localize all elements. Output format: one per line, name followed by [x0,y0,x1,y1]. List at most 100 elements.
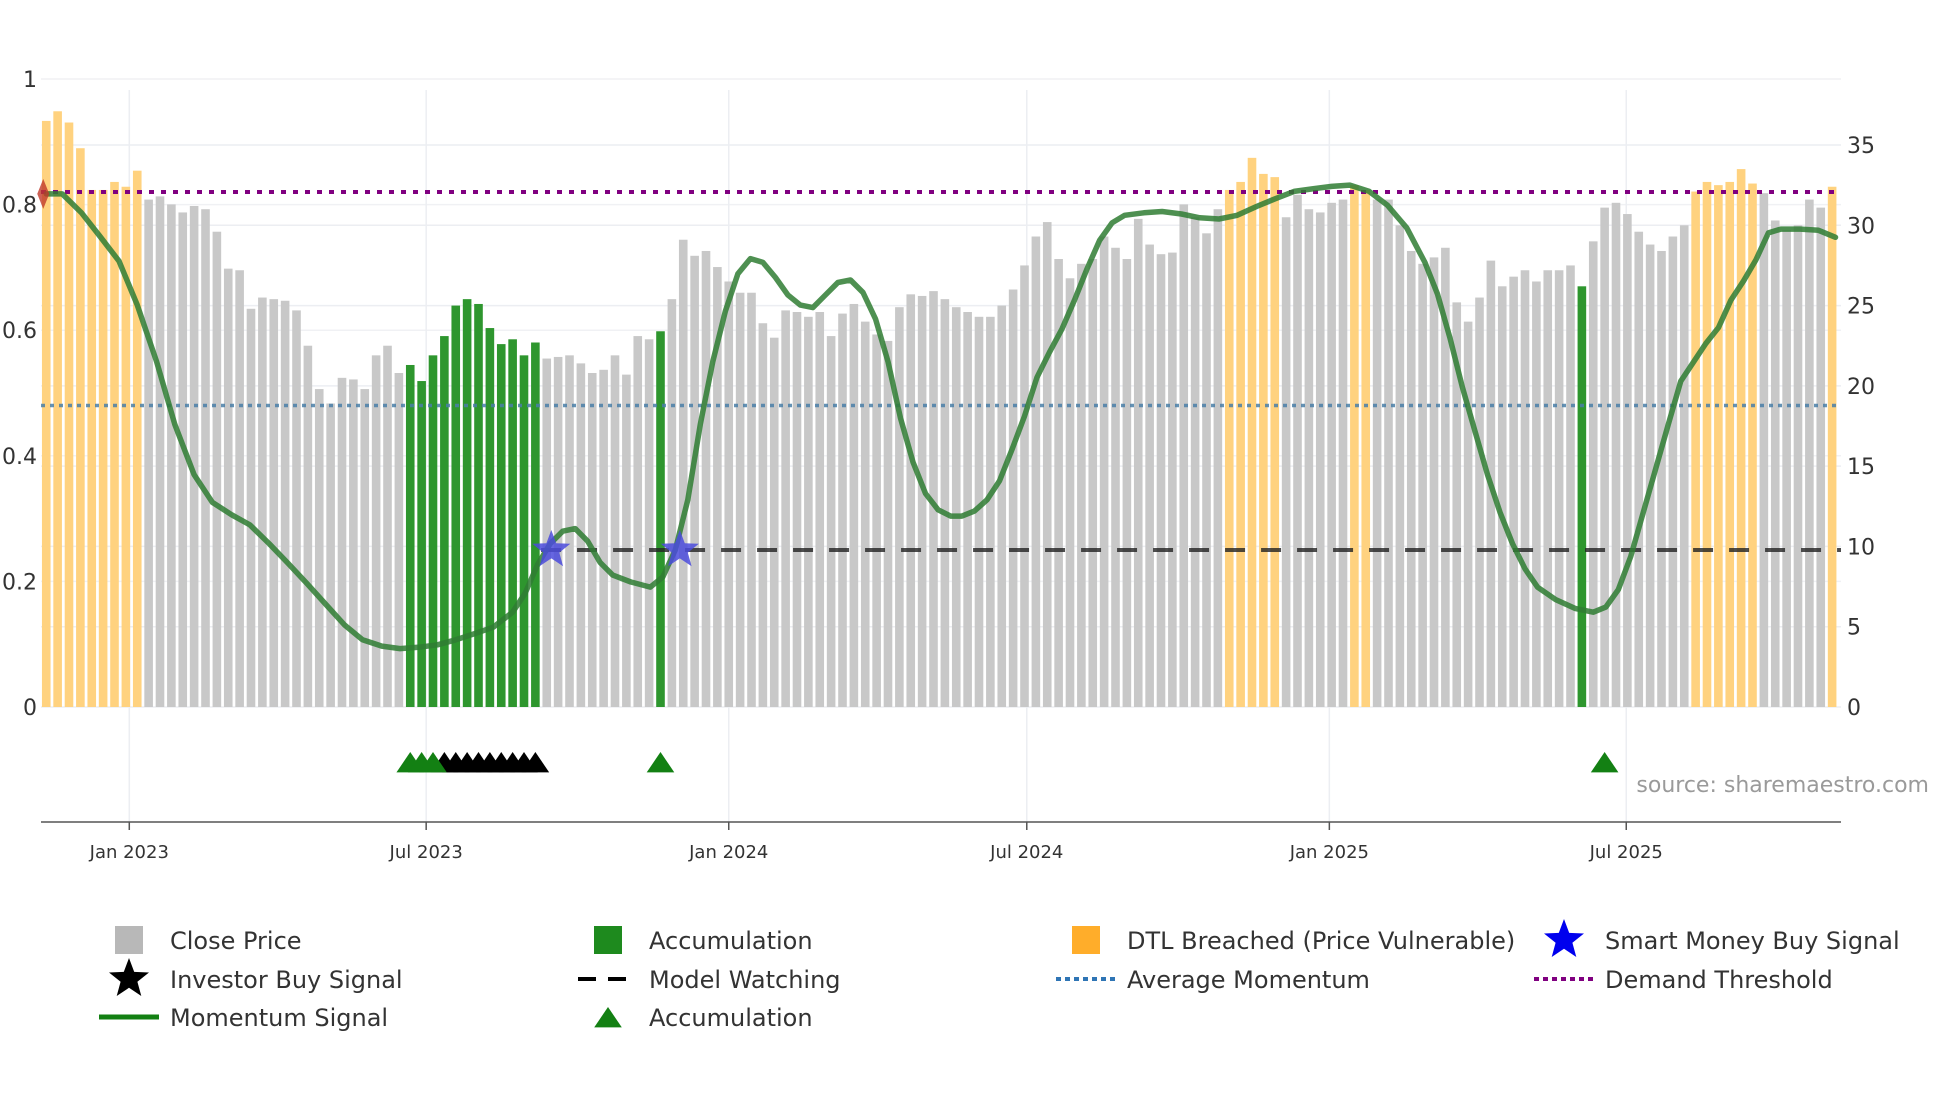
bar-close [974,316,984,707]
left-tick-label: 0 [23,696,37,721]
x-tick-label: Jul 2025 [1589,842,1663,863]
smart-money-buy-star [532,530,571,567]
bar-close [314,389,324,707]
bar-close [1805,199,1814,707]
bar-dtl [1270,177,1280,708]
accumulation-triangle [419,752,447,773]
bar-close [292,310,301,707]
bar-dtl [76,148,85,707]
legend-label: Momentum Signal [170,1004,388,1032]
bar-close [1418,263,1427,707]
bar-close [167,204,176,707]
bar-close [997,305,1007,707]
bar-close [1793,225,1803,708]
bar-close [1168,252,1177,707]
bar-close [1020,265,1029,707]
bar-close [394,373,404,707]
bar-close [1441,247,1450,707]
bar-close [610,355,620,707]
start-diamond-marker [37,178,50,209]
bar-close [1008,289,1018,707]
x-tick-label: Jul 2024 [989,842,1063,863]
bar-close [644,339,654,707]
bar-close [986,316,995,707]
bar-close [1179,204,1189,707]
bar-dtl [1236,181,1245,708]
left-tick-label: 1 [23,68,37,93]
accumulation-triangle [1590,752,1619,773]
bar-close [1213,209,1223,707]
bar-close [872,334,881,707]
bar-accumulation [519,355,529,707]
bar-close [303,345,313,707]
bar-close [951,307,961,707]
legend-investor-star-icon [109,958,149,996]
bar-close [1042,222,1052,707]
bar-close [1611,202,1621,707]
bar-close [360,389,370,707]
bar-accumulation [405,364,415,707]
legend-label: Accumulation [649,927,813,955]
bar-close [1372,199,1382,707]
bar-close [1623,214,1632,707]
bar-dtl [1691,191,1700,707]
bar-close [929,291,938,707]
bar-close [1429,257,1439,707]
right-tick-label: 25 [1847,295,1875,320]
bar-close [1509,276,1518,707]
bar-accumulation [428,355,438,707]
bar-close [1190,217,1200,707]
bar-close [223,268,233,707]
legend-label: Average Momentum [1127,966,1370,994]
bar-close [1111,247,1120,707]
bar-close [1520,270,1530,707]
bar-close [189,206,199,707]
legend-smart-money-star-icon [1544,919,1584,957]
bar-accumulation [1577,286,1587,707]
bar-close [1293,194,1302,707]
bar-close [792,311,802,707]
legend-label: Demand Threshold [1605,966,1833,994]
source-label: source: sharemaestro.com [1636,773,1929,798]
bar-close [1543,270,1553,707]
bar-accumulation [451,305,461,707]
bar-close [747,292,756,707]
bar-close [246,308,256,707]
bar-close [542,358,552,707]
bar-accumulation [485,328,495,707]
bar-close [701,250,711,707]
bar-close [1065,278,1075,707]
smart-money-buy-star [660,530,699,567]
x-tick-label: Jul 2023 [389,842,463,863]
bar-close [758,323,768,707]
right-tick-label: 35 [1847,134,1875,159]
bar-close [917,295,927,707]
bar-close [326,403,335,707]
bar-close [1657,250,1666,707]
bar-dtl [1827,186,1837,708]
bar-close [1395,225,1405,708]
legend-accumulation-triangle-icon [594,1007,622,1028]
legend-label: Close Price [170,927,302,955]
bar-accumulation [508,339,517,707]
bar-close [1782,230,1791,708]
bar-close [678,239,688,708]
legend-label: DTL Breached (Price Vulnerable) [1127,927,1515,955]
right-tick-label: 5 [1847,616,1861,641]
bar-close [622,374,631,707]
left-tick-label: 0.2 [2,570,37,595]
bar-close [713,267,722,707]
bar-close [587,373,597,707]
bar-dtl [53,111,62,707]
bar-dtl [1714,185,1723,708]
legend-label: Investor Buy Signal [170,966,403,994]
bar-dtl [1702,181,1712,708]
bar-dtl [1224,189,1234,707]
bar-close [269,299,279,707]
bar-close [235,270,244,707]
bar-close [258,297,267,707]
bar-dtl [110,181,119,708]
bar-close [1156,254,1166,707]
bar-close [178,212,188,707]
